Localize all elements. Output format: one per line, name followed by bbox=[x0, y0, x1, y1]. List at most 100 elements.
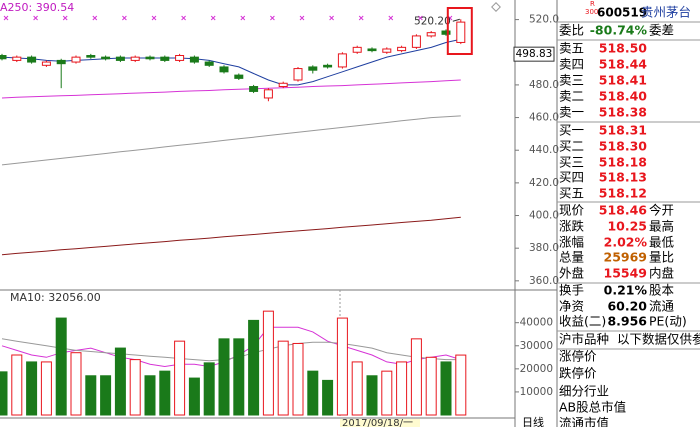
row-label: 买二 bbox=[559, 139, 584, 154]
volume-bar bbox=[307, 370, 319, 416]
row-label: 买一 bbox=[559, 123, 584, 138]
diamond-icon[interactable] bbox=[491, 2, 501, 12]
row-value: 518.38 bbox=[599, 105, 647, 120]
y-tick-label: 520.0 bbox=[529, 14, 559, 26]
row-value: 518.41 bbox=[599, 73, 647, 88]
date-label: 2017/09/18/一 bbox=[342, 418, 413, 427]
candle-body bbox=[411, 35, 421, 48]
row-value: 15549 bbox=[604, 266, 648, 281]
row-value: 10.25 bbox=[607, 219, 647, 234]
volume-bar bbox=[336, 317, 348, 416]
row-value: 2.02% bbox=[604, 235, 648, 250]
row-value: 518.46 bbox=[599, 203, 648, 218]
volume-bar bbox=[114, 347, 126, 416]
candle-body bbox=[130, 56, 140, 61]
row-label: 最高 bbox=[649, 219, 674, 234]
row-label: 卖一 bbox=[559, 105, 584, 120]
moving-average bbox=[1, 216, 461, 256]
candle-body bbox=[337, 53, 347, 68]
volume-moving-average bbox=[1, 338, 461, 362]
candle-body bbox=[367, 48, 377, 52]
volume-bar bbox=[11, 354, 23, 416]
candle-body bbox=[382, 48, 392, 53]
volume-bar bbox=[144, 375, 156, 416]
row-label: 股本 bbox=[649, 283, 675, 298]
row-label: 跌停价 bbox=[559, 366, 597, 381]
row-value: 25969 bbox=[604, 250, 648, 265]
date-label-box bbox=[340, 419, 420, 427]
volume-bar bbox=[233, 338, 245, 416]
candle-body bbox=[12, 56, 22, 61]
candle-body bbox=[160, 56, 170, 61]
volume-bar bbox=[70, 352, 82, 416]
marker-icon bbox=[329, 15, 334, 21]
moving-average bbox=[1, 115, 461, 166]
volume-bar bbox=[129, 359, 141, 416]
row-value: 60.20 bbox=[607, 299, 647, 314]
volume-bar bbox=[455, 354, 467, 416]
row-label: 流通市值 bbox=[559, 416, 609, 427]
volume-bar bbox=[100, 375, 112, 416]
volume-bar bbox=[292, 342, 304, 416]
marker-icon bbox=[270, 15, 275, 21]
row-label: 最低 bbox=[649, 235, 675, 250]
row-label: 买四 bbox=[559, 170, 584, 185]
candle-body bbox=[426, 32, 436, 37]
marker-icon bbox=[92, 15, 98, 21]
row-label: 涨幅 bbox=[559, 235, 584, 250]
volume-bar bbox=[351, 361, 363, 416]
row-label: 细分行业 bbox=[559, 384, 609, 399]
row-label: 现价 bbox=[559, 203, 585, 218]
row-label: 卖二 bbox=[559, 89, 584, 104]
price-label-box bbox=[513, 46, 555, 62]
marker-icon bbox=[210, 15, 216, 21]
volume-bar bbox=[85, 375, 97, 416]
candle-body bbox=[56, 59, 66, 65]
row-label: 买五 bbox=[559, 186, 584, 201]
volume-bar bbox=[26, 361, 38, 416]
row-value: 518.12 bbox=[599, 186, 647, 201]
candle-body bbox=[352, 46, 362, 53]
y-tick-label: 480.0 bbox=[529, 79, 559, 91]
volume-bar bbox=[248, 319, 260, 416]
marker-icon bbox=[181, 15, 186, 21]
row-value: 518.40 bbox=[599, 89, 648, 104]
period-label[interactable]: 日线 bbox=[522, 415, 544, 427]
candle-body bbox=[204, 61, 214, 66]
high-pointer bbox=[452, 18, 460, 22]
candle-body bbox=[308, 66, 318, 71]
candle-body bbox=[219, 66, 229, 73]
marker-icon bbox=[151, 15, 157, 21]
marker-icon bbox=[33, 15, 38, 21]
row-value: -80.74% bbox=[590, 23, 648, 38]
row-value: 518.31 bbox=[599, 123, 647, 138]
price-label: 498.83 bbox=[516, 48, 553, 60]
row-label: 量比 bbox=[649, 250, 674, 265]
candle-body bbox=[293, 68, 303, 81]
candle-body bbox=[101, 56, 111, 60]
volume-bar bbox=[425, 356, 437, 416]
row-label: 委比 bbox=[559, 23, 584, 38]
row-label: 涨跌 bbox=[559, 219, 585, 234]
volume-tick-label: 10000 bbox=[520, 386, 553, 398]
volume-bar bbox=[55, 317, 67, 416]
row-value: 0.21% bbox=[604, 283, 648, 298]
candle-body bbox=[397, 46, 407, 52]
stock-name: 贵州茅台 bbox=[641, 5, 691, 20]
row-label: 买三 bbox=[559, 155, 584, 170]
volume-bar bbox=[381, 370, 393, 416]
highlight-box bbox=[446, 7, 473, 55]
candle-body bbox=[263, 89, 273, 99]
candle-body bbox=[27, 56, 37, 63]
row-value: 518.13 bbox=[599, 170, 647, 185]
badge: R bbox=[590, 0, 595, 8]
row-label: 内盘 bbox=[649, 266, 674, 281]
row-label: 涨停价 bbox=[559, 349, 597, 364]
y-tick-label: 400.0 bbox=[529, 210, 559, 222]
volume-bar bbox=[410, 338, 422, 416]
row-label: 卖三 bbox=[559, 73, 584, 88]
candle-body bbox=[175, 55, 185, 61]
volume-bar bbox=[277, 340, 289, 416]
candle-body bbox=[145, 56, 155, 60]
